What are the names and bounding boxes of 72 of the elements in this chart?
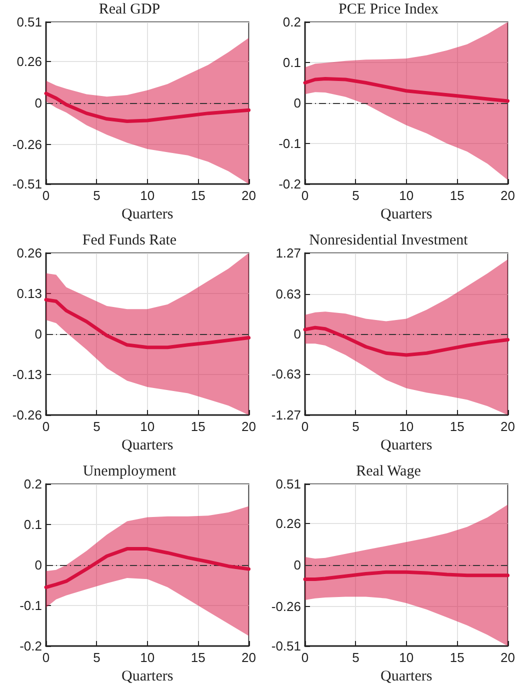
x-tick-label: 5 [352,419,360,434]
y-tick-label: -0.26 [271,598,301,614]
line-series [303,326,510,357]
y-tick-label: -0.63 [271,366,301,382]
y-tick-label: 0 [294,558,301,572]
y-tick-label: -1.27 [271,408,301,422]
chart-title: Fed Funds Rate [82,232,177,248]
y-tick-label: -0.1 [20,598,42,613]
x-axis-title: Quarters [380,437,432,454]
x-tick-label: 15 [190,188,206,203]
y-tick-label: -0.26 [12,136,42,152]
y-tick-label: 0 [34,558,42,572]
y-tick-label: 0.2 [24,476,42,492]
line-series [303,570,510,582]
x-tick-label: 10 [140,650,155,665]
y-tick-label: 0.1 [24,517,42,532]
x-tick-label: 15 [190,419,206,434]
x-tick-label: 20 [500,419,516,434]
x-tick-label: 15 [190,650,206,665]
line-series [44,547,251,590]
y-tick-label: 0.1 [282,55,301,70]
line-series [44,298,251,350]
x-tick-label: 5 [93,188,100,203]
x-tick-label: 5 [93,650,100,665]
chart-title: Real GDP [98,2,160,18]
x-axis-title: Quarters [380,668,432,684]
x-tick-label: 10 [399,650,414,665]
x-tick-label: 15 [450,188,464,203]
x-tick-label: 5 [352,650,360,665]
x-axis-title: Quarters [122,206,174,222]
y-tick-label: 0 [294,96,301,110]
y-tick-label: -0.51 [271,638,301,654]
x-axis-title: Quarters [380,206,432,222]
x-tick-label: 10 [140,188,155,203]
chart-title: Unemployment [82,464,177,480]
x-tick-label: 10 [399,188,414,203]
x-tick-label: 5 [352,188,360,203]
x-axis-title: Quarters [122,668,174,684]
y-tick-label: -0.51 [12,176,42,192]
y-tick-label: 0.51 [16,14,42,30]
y-tick-label: -0.1 [278,136,301,151]
y-tick-label: 0.26 [276,516,301,532]
y-tick-label: 0.26 [16,54,42,70]
y-tick-label: -0.26 [12,408,42,422]
x-tick-label: 10 [399,419,414,434]
x-tick-label: 10 [140,419,155,434]
chart-title: Nonresidential Investment [309,232,469,248]
x-tick-label: 15 [450,650,464,665]
line-series [44,92,251,124]
x-tick-label: 20 [242,188,256,203]
y-tick-label: 1.27 [276,246,301,260]
x-tick-label: 15 [450,419,464,434]
y-tick-label: -0.2 [20,638,42,654]
y-tick-label: 0 [294,326,301,342]
y-tick-label: -0.2 [278,176,301,192]
y-tick-label: -0.13 [12,367,42,382]
x-tick-label: 20 [242,419,256,434]
y-tick-label: 0.2 [282,14,301,30]
line-series [303,76,510,103]
y-tick-label: 0.63 [276,286,301,302]
y-tick-label: 0.13 [16,286,42,301]
chart-title: Real Wage [356,464,422,480]
x-axis-title: Quarters [122,437,174,454]
x-tick-label: 20 [500,188,516,203]
y-tick-label: 0 [34,326,42,342]
x-tick-label: 5 [93,419,100,434]
y-tick-label: 0.51 [276,476,301,492]
x-tick-label: 20 [242,650,256,665]
y-tick-label: 0 [34,96,42,110]
x-tick-label: 20 [500,650,516,665]
chart-title: PCE Price Index [338,2,439,18]
y-tick-label: 0.26 [16,246,42,260]
